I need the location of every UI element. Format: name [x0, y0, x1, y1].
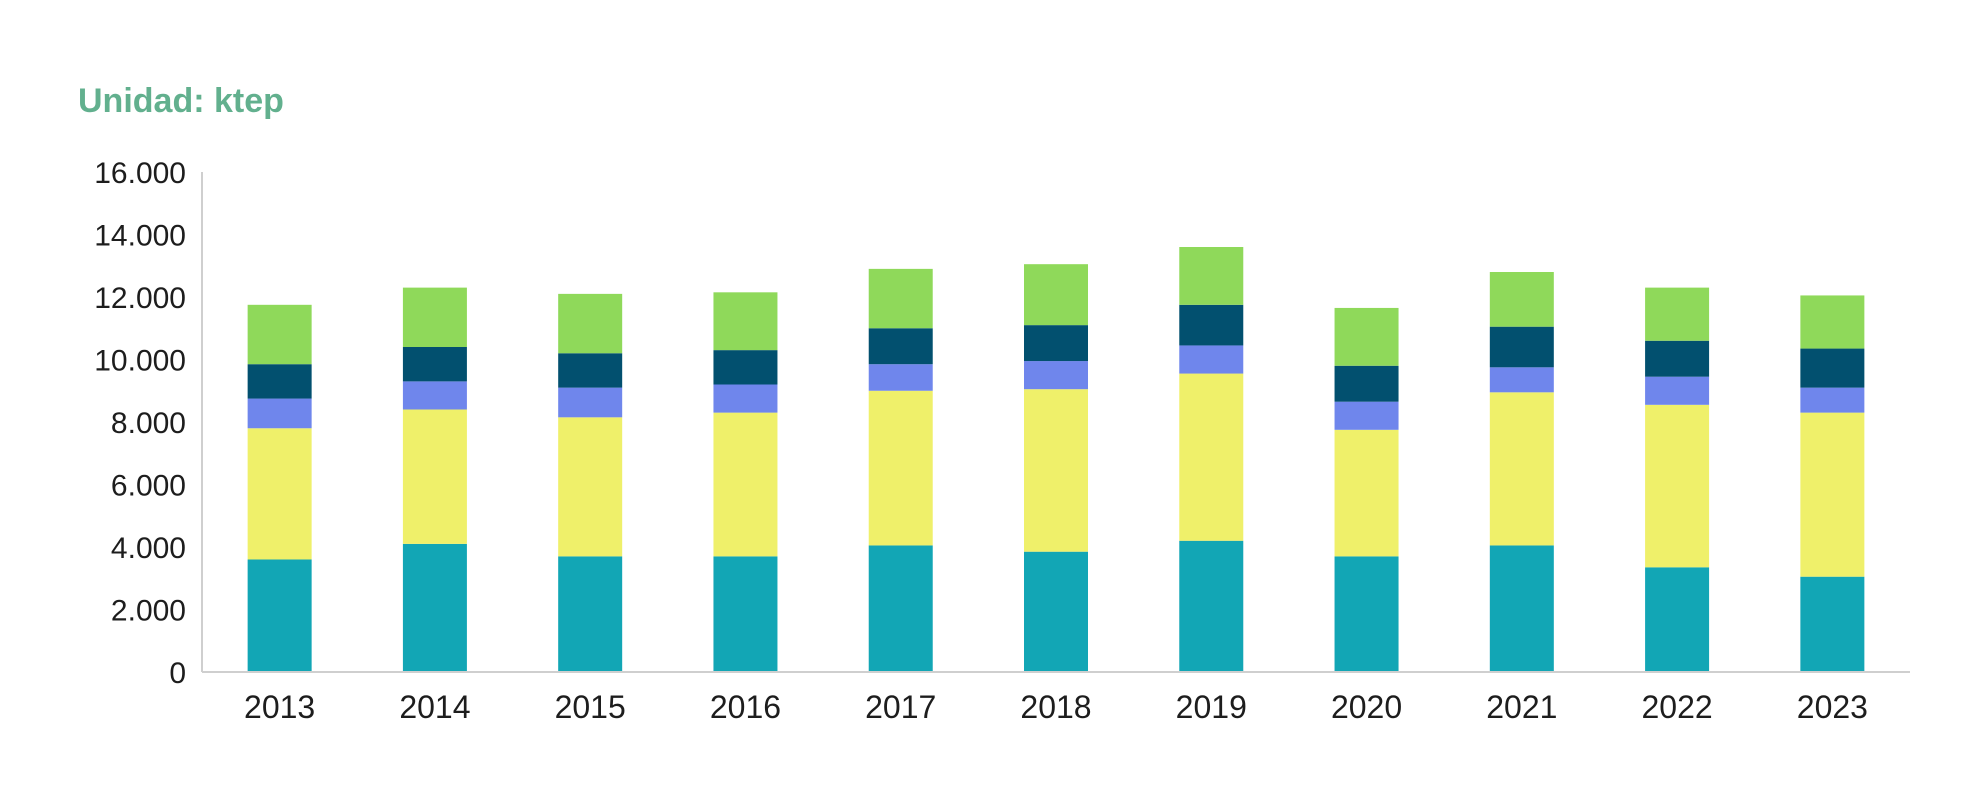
bar-segment-2017-series-4: [868, 328, 933, 365]
bar-segment-2013-series-2: [247, 428, 312, 560]
bar-segment-2014-series-5: [402, 287, 467, 347]
bar-segment-2017-series-3: [868, 364, 933, 391]
y-tick-label: 12.000: [94, 282, 186, 315]
bar-segment-2018-series-1: [1024, 551, 1088, 672]
bar-segment-2020-series-3: [1334, 401, 1399, 430]
bar-segment-2023-series-1: [1800, 576, 1865, 672]
bar-segment-2023-series-4: [1800, 348, 1865, 388]
y-tick-label: 6.000: [111, 470, 186, 503]
x-tick-label: 2022: [1641, 689, 1712, 725]
bar-segment-2018-series-4: [1024, 325, 1088, 362]
bar-segment-2021-series-1: [1489, 545, 1554, 672]
bar-segment-2018-series-3: [1024, 361, 1088, 390]
bar-segment-2020-series-5: [1334, 307, 1399, 366]
x-tick-label: 2023: [1797, 689, 1868, 725]
x-tick-label: 2017: [865, 689, 936, 725]
x-tick-label: 2014: [399, 689, 470, 725]
bar-segment-2015-series-2: [558, 417, 623, 557]
bar-segment-2022-series-1: [1645, 567, 1710, 672]
bar-segment-2023-series-3: [1800, 387, 1865, 413]
bar-segment-2017-series-2: [868, 390, 933, 546]
bar-segment-2021-series-3: [1489, 367, 1554, 393]
bar-segment-2022-series-2: [1645, 404, 1710, 568]
bar-segment-2018-series-5: [1024, 264, 1088, 326]
bar-segment-2019-series-1: [1179, 540, 1244, 672]
bars-group: [247, 247, 1865, 672]
bar-segment-2022-series-4: [1645, 340, 1710, 377]
x-tick-label: 2021: [1486, 689, 1557, 725]
x-tick-label: 2018: [1020, 689, 1091, 725]
y-tick-label: 0: [169, 657, 186, 690]
x-tick-label: 2015: [555, 689, 626, 725]
bar-segment-2014-series-4: [402, 347, 467, 382]
bar-segment-2015-series-1: [558, 556, 623, 672]
bar-segment-2016-series-4: [713, 350, 778, 385]
y-axis-ticks: 0 2.000 4.000 6.000 8.000 10.000 12.000 14.000 1…: [94, 157, 186, 690]
bar-segment-2013-series-1: [247, 559, 312, 672]
y-tick-label: 4.000: [111, 532, 186, 565]
bar-segment-2019-series-5: [1179, 247, 1244, 305]
x-tick-label: 2019: [1176, 689, 1247, 725]
bar-segment-2017-series-1: [868, 545, 933, 672]
bar-segment-2022-series-3: [1645, 376, 1710, 405]
bar-segment-2023-series-5: [1800, 295, 1865, 349]
bar-segment-2021-series-5: [1489, 272, 1554, 327]
bar-segment-2019-series-4: [1179, 304, 1244, 346]
bar-segment-2013-series-5: [247, 304, 312, 365]
bar-segment-2015-series-5: [558, 293, 623, 354]
bar-segment-2020-series-4: [1334, 365, 1399, 402]
bar-segment-2013-series-3: [247, 398, 312, 429]
y-tick-label: 2.000: [111, 595, 186, 628]
bar-segment-2015-series-4: [558, 353, 623, 388]
bar-segment-2022-series-5: [1645, 287, 1710, 341]
bar-segment-2018-series-2: [1024, 389, 1088, 552]
bar-segment-2019-series-3: [1179, 345, 1244, 374]
unit-label: Unidad: ktep: [78, 82, 284, 120]
bar-segment-2016-series-2: [713, 412, 778, 557]
x-tick-label: 2016: [710, 689, 781, 725]
bar-segment-2016-series-5: [713, 292, 778, 351]
bar-segment-2014-series-2: [402, 409, 467, 544]
bar-segment-2017-series-5: [868, 268, 933, 329]
bar-segment-2020-series-1: [1334, 556, 1399, 672]
bar-segment-2013-series-4: [247, 364, 312, 399]
bar-segment-2019-series-2: [1179, 373, 1244, 541]
bar-segment-2023-series-2: [1800, 412, 1865, 577]
bar-segment-2016-series-1: [713, 556, 778, 672]
bar-segment-2014-series-1: [402, 543, 467, 672]
bar-segment-2021-series-4: [1489, 326, 1554, 368]
y-tick-label: 14.000: [94, 220, 186, 253]
bar-segment-2016-series-3: [713, 384, 778, 413]
y-tick-label: 10.000: [94, 345, 186, 378]
x-axis-ticks: 2013 2014 2015 2016 2017 2018 2019 2020 2021 2022…: [244, 689, 1868, 725]
bar-segment-2020-series-2: [1334, 429, 1399, 557]
bar-segment-2021-series-2: [1489, 392, 1554, 546]
y-tick-label: 16.000: [94, 157, 186, 190]
x-tick-label: 2013: [244, 689, 315, 725]
x-tick-label: 2020: [1331, 689, 1402, 725]
y-tick-label: 8.000: [111, 407, 186, 440]
bar-segment-2015-series-3: [558, 387, 623, 418]
bar-segment-2014-series-3: [402, 381, 467, 410]
